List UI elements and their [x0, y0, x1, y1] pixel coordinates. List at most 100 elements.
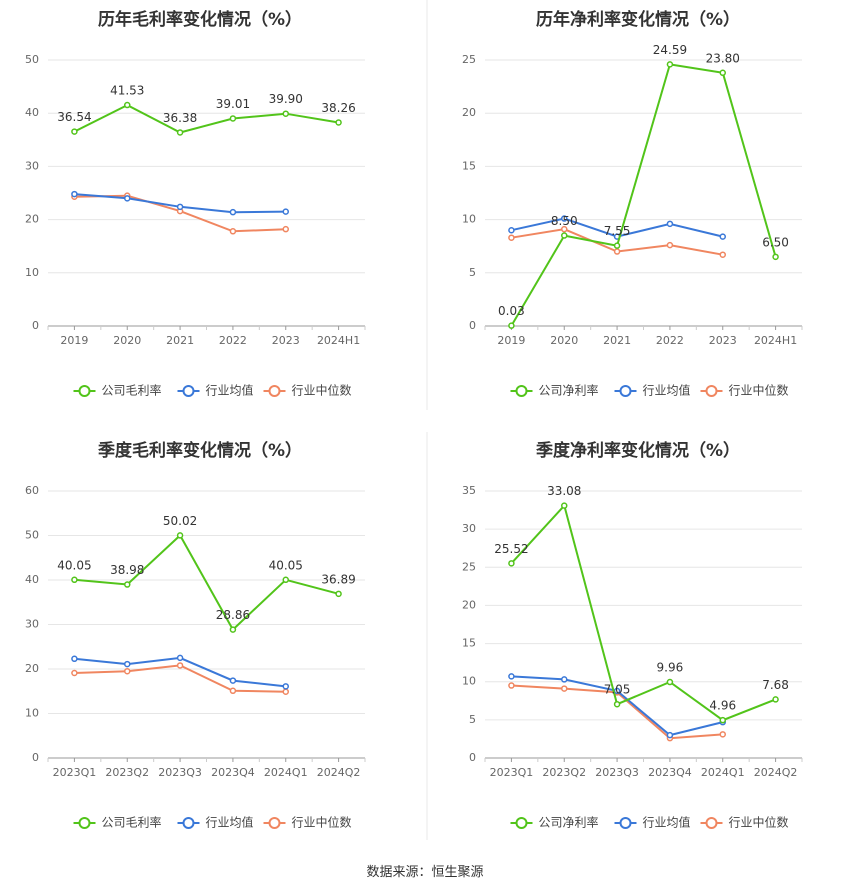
legend-marker-icon: [78, 817, 91, 829]
data-point: [666, 678, 674, 686]
data-point: [719, 731, 726, 738]
data-label: 7.55: [604, 224, 631, 238]
data-label: 38.26: [321, 101, 355, 115]
legend-marker-icon: [705, 385, 718, 397]
series-line: [510, 503, 776, 722]
y-tick-label: 40: [25, 106, 39, 119]
data-point: [561, 676, 568, 683]
data-point: [666, 241, 674, 249]
data-point: [229, 208, 237, 216]
data-label: 38.98: [110, 563, 144, 577]
legend-item: 公司毛利率: [73, 383, 162, 398]
chart-panel-1: 历年毛利率变化情况（%） 0 10 20 30 40 50 2019 2020 2021 2022 2…: [25, 9, 366, 398]
x-tick-label: 2021: [603, 334, 631, 347]
data-point: [229, 626, 237, 633]
y-tick-label: 0: [469, 319, 476, 332]
x-tick-label: 2024H1: [754, 334, 797, 347]
legend-label: 行业中位数: [292, 815, 352, 830]
x-tick-label: 2023Q1: [53, 766, 97, 779]
legend-label: 公司毛利率: [102, 383, 162, 398]
series-line: [73, 103, 339, 134]
y-tick-label: 50: [25, 53, 39, 66]
legend-item: 行业中位数: [263, 383, 352, 398]
legend-item: 公司毛利率: [73, 815, 162, 830]
chart-title: 历年毛利率变化情况（%）: [98, 9, 302, 30]
y-tick-label: 20: [462, 598, 476, 611]
data-label: 8.50: [551, 214, 578, 228]
x-tick-label: 2023Q3: [595, 766, 639, 779]
data-label: 25.52: [494, 542, 528, 556]
x-tick-label: 2024Q1: [701, 766, 745, 779]
x-tick-label: 2020: [550, 334, 578, 347]
data-label: 0.03: [498, 304, 525, 318]
data-point: [71, 576, 78, 584]
data-point: [508, 560, 515, 567]
data-point: [282, 110, 289, 117]
data-label: 4.96: [709, 699, 736, 713]
data-point: [508, 322, 515, 329]
data-point: [666, 731, 674, 739]
data-point: [335, 119, 342, 126]
data-point: [561, 685, 568, 692]
data-point: [71, 669, 78, 677]
data-point: [561, 215, 568, 222]
legend-label: 行业均值: [643, 383, 691, 398]
x-tick-label: 2023Q3: [158, 766, 202, 779]
x-tick-label: 2022: [219, 334, 247, 347]
legend-item: 行业中位数: [700, 815, 789, 830]
data-point: [561, 232, 568, 239]
x-tick-label: 2020: [113, 334, 141, 347]
y-tick-label: 10: [462, 675, 476, 688]
legend-label: 行业中位数: [729, 815, 789, 830]
data-label: 36.38: [163, 111, 197, 125]
data-point: [71, 190, 78, 198]
data-point: [666, 61, 674, 68]
legend-item: 行业均值: [177, 383, 254, 398]
legend-item: 公司净利率: [510, 383, 599, 398]
x-tick-label: 2024Q2: [754, 766, 798, 779]
y-tick-label: 0: [32, 751, 39, 764]
legend-label: 公司毛利率: [102, 815, 162, 830]
data-point: [176, 532, 184, 539]
y-tick-label: 0: [32, 319, 39, 332]
data-point: [282, 688, 289, 695]
legend-label: 行业均值: [643, 815, 691, 830]
data-point: [124, 101, 131, 109]
data-point: [561, 225, 568, 233]
y-tick-label: 60: [25, 484, 39, 497]
legend-label: 行业中位数: [292, 383, 352, 398]
data-point: [124, 195, 131, 202]
data-point: [508, 226, 515, 234]
data-label: 28.86: [216, 608, 250, 622]
data-label: 39.01: [216, 97, 250, 111]
y-tick-label: 35: [462, 484, 476, 497]
data-point: [229, 228, 237, 235]
data-point: [772, 253, 779, 261]
data-label: 6.50: [762, 235, 789, 249]
series-line: [510, 63, 777, 327]
data-point: [335, 590, 342, 598]
legend-marker-icon: [619, 385, 632, 397]
x-tick-label: 2021: [166, 334, 194, 347]
data-point: [71, 655, 78, 663]
data-point: [229, 677, 237, 684]
y-tick-label: 40: [25, 573, 39, 586]
legend-marker-icon: [78, 385, 91, 397]
data-point: [282, 225, 289, 233]
data-label: 41.53: [110, 84, 144, 98]
y-tick-label: 10: [25, 266, 39, 279]
chart-title: 季度净利率变化情况（%）: [536, 440, 740, 461]
data-label: 24.59: [653, 43, 687, 57]
data-label: 50.02: [163, 514, 197, 528]
legend-marker-icon: [268, 385, 281, 397]
legend-label: 公司净利率: [539, 383, 599, 398]
legend-marker-icon: [515, 817, 528, 829]
x-tick-label: 2023Q2: [105, 766, 149, 779]
series-line: [74, 533, 339, 632]
legend-item: 行业均值: [614, 383, 691, 398]
y-tick-label: 50: [25, 529, 39, 542]
x-tick-label: 2019: [497, 334, 525, 347]
data-point: [176, 654, 184, 662]
x-tick-label: 2024Q2: [317, 766, 361, 779]
